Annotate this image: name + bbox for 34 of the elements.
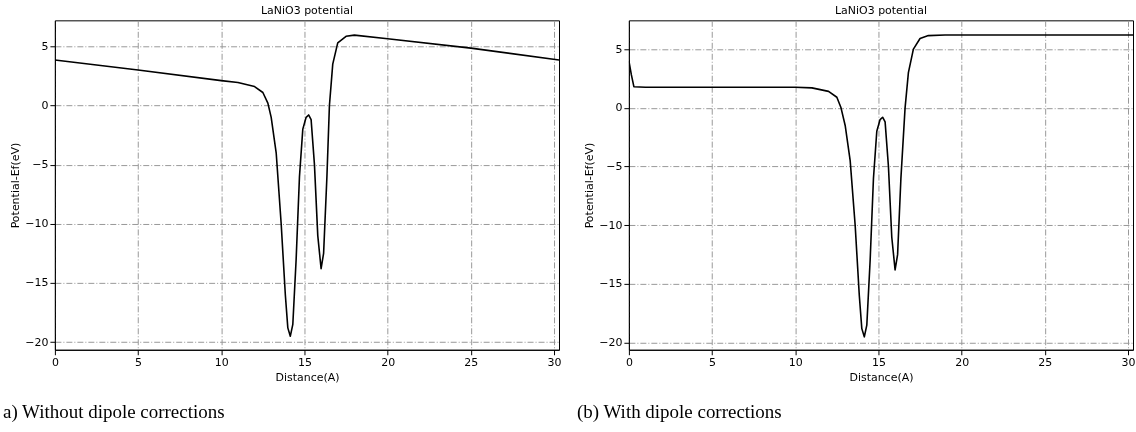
- y-axis-title: Potential-Ef(eV): [583, 142, 597, 229]
- x-tick-label: 10: [214, 356, 229, 370]
- x-tick-label: 0: [625, 356, 633, 370]
- x-tick-label: 25: [464, 356, 479, 370]
- y-tick-label: 0: [615, 101, 623, 115]
- chart-title: LaNiO3 potential: [834, 4, 927, 18]
- y-axis-title: Potential-Ef(eV): [9, 142, 23, 229]
- y-tick-label: −10: [25, 217, 49, 231]
- y-tick-label: −15: [599, 277, 623, 291]
- y-tick-label: −5: [32, 158, 49, 172]
- x-tick-label: 20: [955, 356, 970, 370]
- y-tick-label: 0: [41, 98, 49, 112]
- y-tick-label: −5: [606, 160, 623, 174]
- y-tick-label: −20: [599, 336, 623, 350]
- text: a) Without dipole corrections: [2, 400, 225, 423]
- y-tick-label: −10: [599, 218, 623, 232]
- x-tick-label: 5: [135, 356, 143, 370]
- x-tick-label: 5: [709, 356, 717, 370]
- y-tick-label: 5: [615, 42, 623, 56]
- x-tick-label: 10: [788, 356, 803, 370]
- text: (b) With dipole corrections: [576, 400, 782, 423]
- x-tick-label: 15: [297, 356, 312, 370]
- x-axis-title: Distance(A): [849, 371, 914, 385]
- chart-title: LaNiO3 potential: [260, 4, 353, 18]
- x-tick-label: 0: [51, 356, 59, 370]
- x-tick-label: 15: [871, 356, 886, 370]
- y-tick-label: −15: [25, 276, 49, 290]
- x-axis-title: Distance(A): [275, 371, 340, 385]
- x-tick-label: 20: [381, 356, 396, 370]
- y-tick-label: 5: [41, 39, 49, 53]
- x-tick-label: 25: [1038, 356, 1053, 370]
- x-tick-label: 30: [547, 356, 562, 370]
- x-tick-label: 30: [1121, 356, 1136, 370]
- y-tick-label: −20: [25, 335, 49, 349]
